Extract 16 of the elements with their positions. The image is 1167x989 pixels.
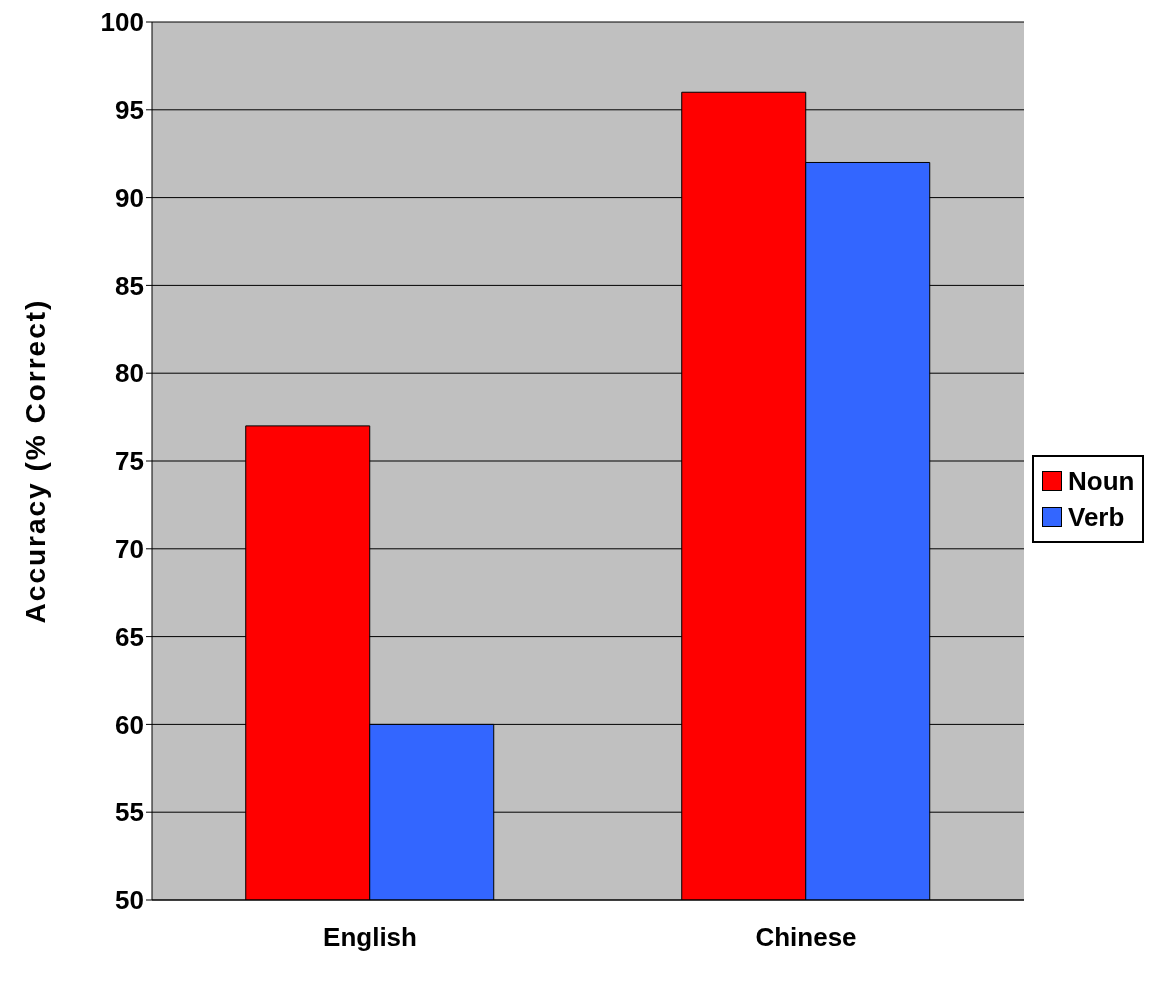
y-tick-label: 75 — [115, 446, 144, 477]
y-tick-label: 100 — [100, 7, 144, 38]
y-tick-label: 50 — [115, 885, 144, 916]
y-tick-label: 80 — [115, 358, 144, 389]
legend-label: Noun — [1068, 465, 1135, 498]
y-tick-label: 85 — [115, 270, 144, 301]
y-tick-label: 55 — [115, 797, 144, 828]
y-tick-label: 60 — [115, 709, 144, 740]
y-tick-label: 95 — [115, 95, 144, 126]
y-tick-label: 90 — [115, 182, 144, 213]
y-tick-label: 70 — [115, 534, 144, 565]
y-axis-title: Accuracy (% Correct) — [19, 298, 51, 624]
x-tick-label: English — [323, 922, 417, 953]
legend-label: Verb — [1068, 501, 1125, 534]
x-tick-label: Chinese — [755, 922, 857, 953]
y-tick-label: 65 — [115, 621, 144, 652]
